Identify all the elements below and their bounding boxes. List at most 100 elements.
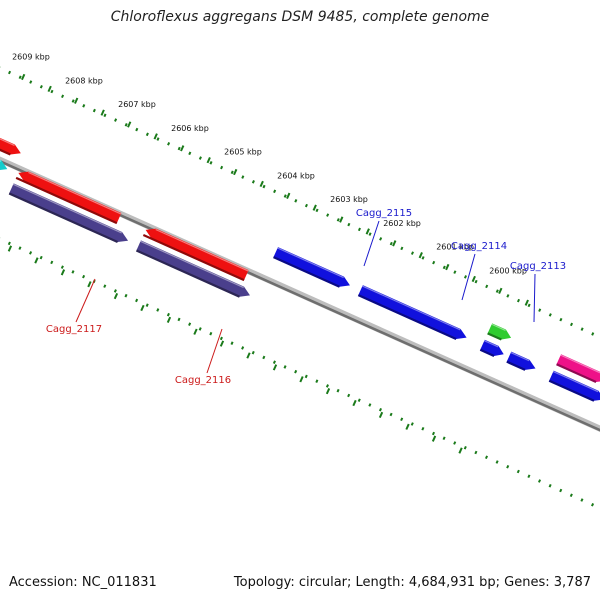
scale-label: 2605 kbp <box>224 148 262 157</box>
outer-major-tick <box>339 216 344 223</box>
outer-major-tick <box>233 168 238 176</box>
inner-minor-tick <box>431 431 436 436</box>
outer-minor-tick <box>29 80 33 84</box>
outer-minor-tick <box>379 237 383 241</box>
gene-label: Cagg_2116 <box>175 375 231 386</box>
inner-minor-tick <box>166 312 170 317</box>
inner-minor-tick <box>548 483 552 488</box>
outer-minor-tick <box>71 99 75 103</box>
outer-minor-tick <box>251 180 255 184</box>
outer-major-tick <box>445 263 450 271</box>
scale-label: 2608 kbp <box>65 76 103 85</box>
gene-leader-line <box>363 220 380 267</box>
inner-minor-tick <box>389 412 393 417</box>
outer-minor-tick <box>220 165 224 170</box>
inner-minor-tick <box>368 403 372 407</box>
outer-minor-tick <box>262 184 266 189</box>
inner-minor-tick <box>113 289 117 293</box>
outer-minor-tick <box>389 241 393 246</box>
inner-minor-tick <box>103 284 107 288</box>
inner-minor-tick <box>209 331 213 336</box>
outer-minor-tick <box>527 303 531 308</box>
outer-minor-tick <box>463 275 468 279</box>
outer-major-tick <box>180 145 185 152</box>
inner-major-tick <box>405 423 410 430</box>
outer-minor-tick <box>516 298 521 303</box>
outer-major-tick <box>418 252 423 259</box>
inner-minor-tick <box>400 417 404 422</box>
inner-minor-tick <box>421 426 425 431</box>
inner-major-tick <box>352 399 357 407</box>
gene-shadow <box>15 176 118 225</box>
inner-major-tick <box>246 352 251 359</box>
outer-major-tick <box>471 275 476 283</box>
gene-arrow <box>358 285 467 339</box>
gene-shadow <box>548 379 595 402</box>
outer-minor-tick <box>283 194 287 198</box>
inner-minor-tick <box>569 493 573 498</box>
gene-highlight <box>277 247 344 279</box>
gene-shadow <box>142 233 245 282</box>
inner-minor-tick <box>516 469 520 474</box>
inner-major-tick <box>7 245 13 252</box>
inner-major-tick <box>34 257 39 264</box>
inner-minor-tick <box>7 241 11 246</box>
scale-labels: 2609 kbp 2608 kbp 2607 kbp 2606 kbp 2605 kbp… <box>12 53 527 276</box>
gene-highlight <box>553 371 599 393</box>
inner-minor-tick <box>559 488 563 493</box>
outer-minor-tick <box>347 222 351 227</box>
outer-minor-tick <box>326 213 330 217</box>
gene-shadow <box>273 256 340 288</box>
gene-arrow <box>273 247 350 287</box>
gene-highlight <box>13 183 122 234</box>
outer-minor-tick <box>474 279 478 284</box>
outer-minor-tick <box>124 123 128 127</box>
inner-minor-tick <box>506 464 510 469</box>
outer-major-tick <box>206 157 211 164</box>
gene-highlight <box>484 340 499 348</box>
gene-arrow <box>18 171 122 224</box>
inner-minor-tick <box>453 441 457 445</box>
outer-minor-tick <box>188 151 192 156</box>
inner-major-tick <box>431 435 437 442</box>
inner-minor-tick <box>71 270 75 274</box>
outer-minor-tick <box>580 327 584 331</box>
inner-minor-tick <box>156 308 160 312</box>
outer-minor-tick <box>177 146 181 151</box>
inner-minor-tick <box>188 322 192 326</box>
outer-minor-tick <box>294 199 298 203</box>
inner-minor-tick <box>580 498 584 502</box>
gene-highlight <box>155 228 249 272</box>
outer-minor-tick <box>336 218 340 222</box>
outer-major-tick <box>365 228 370 235</box>
gene-highlight <box>28 171 122 215</box>
gene-arrow <box>0 137 21 155</box>
outer-minor-tick <box>145 132 149 137</box>
outer-minor-tick <box>135 127 139 132</box>
inner-minor-tick <box>294 369 298 374</box>
outer-minor-tick <box>548 313 552 317</box>
gene-arrow <box>506 351 536 370</box>
outer-minor-tick <box>198 156 202 160</box>
outer-major-tick <box>286 192 291 199</box>
outer-minor-tick <box>410 251 414 255</box>
genome-summary: Topology: circular; Length: 4,684,931 bp… <box>233 575 591 590</box>
outer-minor-tick <box>18 75 22 80</box>
inner-minor-tick <box>50 260 54 265</box>
inner-minor-tick <box>336 388 340 393</box>
outer-minor-tick <box>506 294 510 298</box>
outer-minor-tick <box>8 70 12 75</box>
gene-arrow <box>556 354 600 382</box>
inner-major-tick <box>325 387 331 395</box>
gene-highlight <box>491 323 506 331</box>
gene-highlight <box>560 354 600 374</box>
gene-arrow <box>0 159 8 171</box>
gene-leader-line <box>533 273 536 323</box>
inner-minor-tick <box>219 336 223 341</box>
inner-minor-tick <box>347 393 351 398</box>
inner-minor-tick <box>474 450 478 455</box>
inner-minor-tick <box>262 355 266 360</box>
inner-minor-tick <box>410 422 414 426</box>
inner-minor-tick <box>283 365 287 369</box>
